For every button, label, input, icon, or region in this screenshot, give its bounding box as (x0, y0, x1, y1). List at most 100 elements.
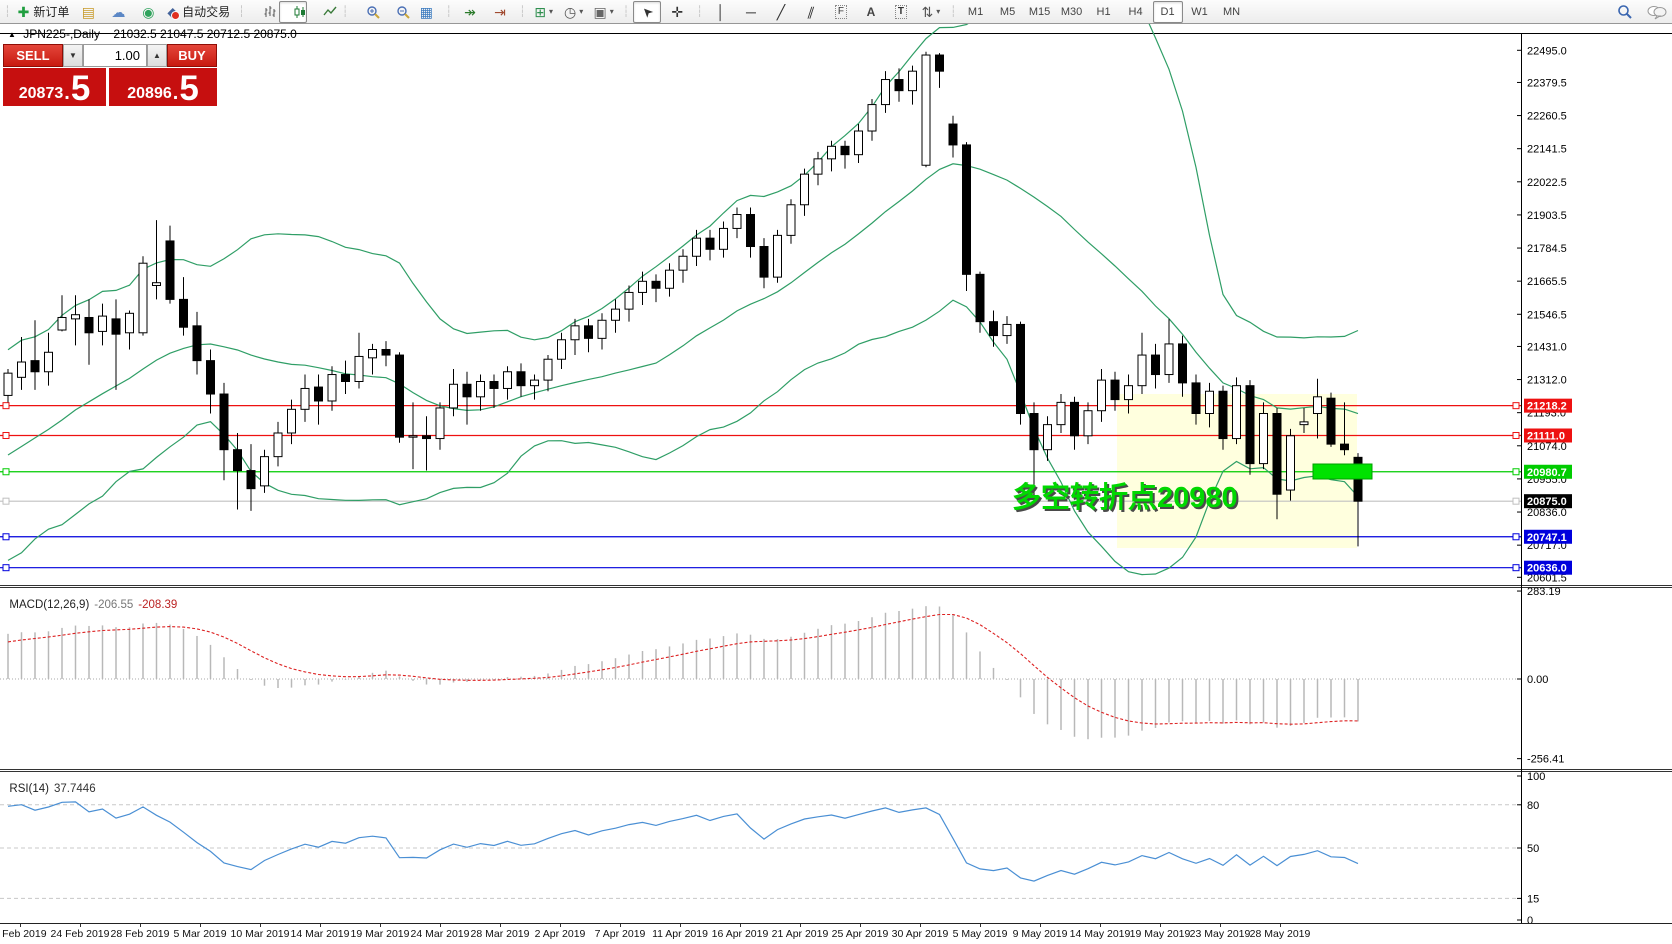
candle-body (287, 408, 296, 434)
buy-price-dot: . (172, 82, 179, 104)
toolbar-grip: ┆ (949, 6, 957, 18)
level-handle[interactable] (2, 431, 10, 439)
date-tick (1100, 924, 1101, 927)
periods-button[interactable]: ◷ ▾ (560, 1, 588, 23)
candle-body (759, 246, 769, 278)
level-handle[interactable] (1512, 564, 1520, 572)
buy-price[interactable]: 20896 . 5 (109, 68, 217, 106)
dropdown-caret-icon[interactable]: ▾ (936, 7, 941, 16)
zoom-in-button[interactable] (352, 1, 381, 23)
new-order-button[interactable]: ✚ 新订单 (15, 1, 73, 23)
candle-body (314, 386, 323, 402)
level-handle[interactable] (1512, 497, 1520, 505)
sell-button[interactable]: SELL (3, 44, 63, 67)
level-handle[interactable] (2, 497, 10, 505)
label-button[interactable]: T (887, 1, 915, 23)
price-row: 20873 . 5 20896 . 5 (3, 68, 217, 106)
timeframe-h4[interactable]: H4 (1128, 5, 1143, 18)
timeframe-m15[interactable]: M15 (1028, 5, 1051, 18)
autotrading-button[interactable]: ◆自动交易 (164, 1, 233, 23)
level-handle[interactable] (2, 468, 10, 476)
chart-expand-icon[interactable]: ▲ (8, 30, 16, 39)
crosshair-button[interactable]: ✛ (663, 1, 691, 23)
line-chart-button[interactable] (309, 1, 337, 23)
trendline-button[interactable]: ╱ (767, 1, 795, 23)
volume-up-button[interactable]: ▲ (147, 44, 167, 67)
timeframe-d1[interactable]: D1 (1152, 0, 1183, 23)
candlestick-chart-button[interactable] (278, 0, 307, 23)
price-tick-label: 21312.0 (1527, 375, 1567, 387)
level-handle[interactable] (2, 533, 10, 541)
timeframe-m30[interactable]: M30 (1060, 5, 1083, 18)
channel-button[interactable]: ∥ (797, 1, 825, 23)
cursor-button[interactable]: ➤ (633, 0, 662, 23)
signals-button[interactable]: ◉ (134, 1, 162, 23)
turning-point-note[interactable]: 多空转折点20980 (1012, 480, 1238, 514)
timeframe-h1[interactable]: H1 (1096, 5, 1111, 18)
candle-body (1272, 413, 1282, 495)
indicators-button[interactable]: ⊞ ▾ (530, 1, 558, 23)
timeframe-m5[interactable]: M5 (999, 5, 1016, 18)
candle-body (395, 354, 404, 438)
publish-button[interactable]: ☁ (104, 1, 132, 23)
toolbar-grip: ┆ (341, 6, 349, 18)
signal-icon: ◉ (142, 3, 155, 20)
turning-point-bar[interactable] (1312, 463, 1373, 480)
templates-button[interactable]: ▣ ▾ (590, 1, 618, 23)
candle-body (1124, 385, 1133, 401)
template-icon: ▣ (593, 3, 607, 20)
macd-signal-line (7, 613, 1359, 725)
sell-price[interactable]: 20873 . 5 (3, 68, 107, 106)
date-tick (1040, 924, 1041, 927)
rsi-pane: 100 80 50 15 0 (0, 769, 1672, 923)
level-handle[interactable] (1512, 431, 1520, 439)
price-badge-label: 20875.0 (1527, 496, 1567, 508)
candle-body (908, 70, 917, 92)
timeframe-m1[interactable]: M1 (967, 5, 984, 18)
candle-body (1299, 421, 1309, 426)
price-badge (1524, 464, 1572, 479)
text-button[interactable]: A (857, 1, 885, 23)
auto-scroll-button[interactable]: ↠ (456, 1, 484, 23)
level-handle[interactable] (1512, 402, 1520, 410)
level-handle[interactable] (1512, 468, 1520, 476)
date-label: 23 May 2019 (1189, 928, 1251, 940)
level-handle[interactable] (1512, 533, 1520, 541)
date-tick (860, 924, 861, 927)
vline-icon: │ (716, 3, 726, 20)
candle-body (570, 325, 580, 341)
level-handle[interactable] (2, 402, 10, 410)
macd-tick-label: 0.00 (1527, 674, 1548, 686)
fibonacci-button[interactable]: F (827, 1, 855, 23)
notes-button[interactable]: ▤ (74, 1, 102, 23)
timeframe-w1[interactable]: W1 (1191, 5, 1208, 18)
candle-body (503, 371, 512, 389)
vertical-line-button[interactable]: │ (707, 1, 735, 23)
date-label: 9 May 2019 (1012, 928, 1068, 940)
volume-down-button[interactable]: ▼ (63, 44, 83, 67)
order-row: SELL ▼ ▲ BUY (3, 44, 217, 67)
level-handle[interactable] (2, 564, 10, 572)
bar-chart-button[interactable] (249, 1, 277, 23)
candle-body (408, 435, 418, 438)
chart-shift-button[interactable]: ⇥ (486, 1, 514, 23)
horizontal-line-button[interactable]: ─ (737, 1, 765, 23)
buy-button[interactable]: BUY (167, 44, 217, 67)
date-tick (680, 924, 681, 927)
dropdown-caret-icon[interactable]: ▾ (549, 7, 554, 16)
tile-windows-button[interactable]: ▦ (412, 1, 440, 23)
date-label: 24 Mar 2019 (410, 928, 470, 940)
candle-body (30, 360, 40, 373)
chat-button[interactable] (1633, 1, 1667, 23)
dropdown-caret-icon[interactable]: ▾ (579, 7, 584, 16)
candle-body (260, 456, 269, 487)
zoom-out-button[interactable] (382, 1, 411, 23)
timeframe-mn[interactable]: MN (1222, 5, 1241, 18)
candle-body (584, 325, 593, 339)
volume-input[interactable] (83, 44, 147, 67)
rsi-indicator-label: RSI(14) 37.7446 (3, 771, 95, 795)
search-button[interactable] (1603, 1, 1632, 23)
dropdown-caret-icon[interactable]: ▾ (609, 7, 614, 16)
arrows-button[interactable]: ⇅ ▾ (917, 1, 945, 23)
toolbar-group: ┆ M1 M5 M15 M30 H1 H4 D1 W1 MN (946, 0, 1248, 24)
